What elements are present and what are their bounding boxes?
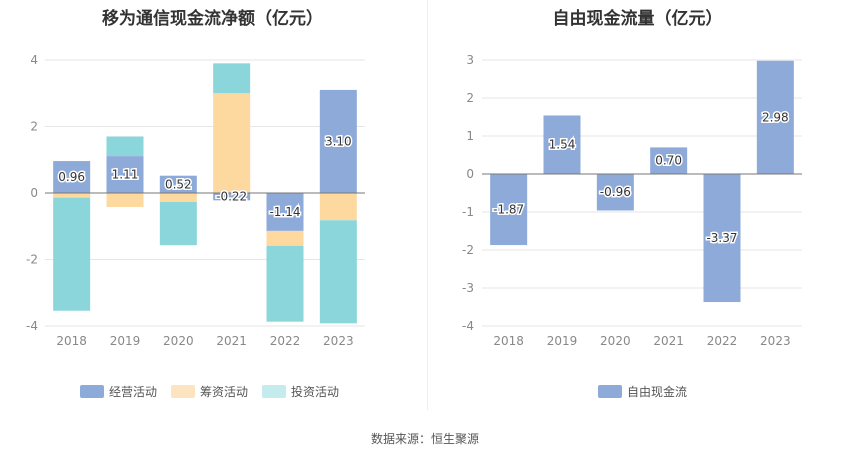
- data-label: -1.87: [493, 203, 524, 217]
- bar-segment: [106, 156, 144, 193]
- legend-label: 自由现金流: [627, 385, 688, 399]
- x-tick-label: 2020: [600, 334, 631, 348]
- bar-segment: [106, 136, 144, 157]
- bar: [703, 174, 741, 303]
- legend-item[interactable]: 自由现金流: [598, 383, 687, 400]
- data-label: 0.70: [655, 154, 682, 168]
- data-label: 2.98: [762, 110, 789, 124]
- x-tick-label: 2019: [547, 334, 578, 348]
- bar-segment: [319, 89, 357, 193]
- y-tick-label: -2: [462, 243, 474, 257]
- x-tick-label: 2023: [760, 334, 791, 348]
- bar: [596, 174, 634, 211]
- left-chart-title: 移为通信现金流净额（亿元）: [102, 9, 323, 29]
- x-tick-label: 2019: [110, 334, 141, 348]
- bar-segment: [53, 161, 91, 193]
- x-tick-label: 2023: [323, 334, 354, 348]
- y-tick-label: 2: [466, 91, 474, 105]
- y-tick-label: -1: [462, 205, 474, 219]
- bar-segment: [213, 193, 251, 201]
- bar-segment: [213, 63, 251, 94]
- y-tick-label: 0: [30, 186, 38, 200]
- bar-segment: [319, 193, 357, 221]
- legend-label: 投资活动: [291, 385, 340, 399]
- y-tick-label: 4: [30, 53, 38, 67]
- y-tick-label: -3: [462, 281, 474, 295]
- data-label: 1.54: [549, 138, 576, 152]
- data-label: -0.96: [600, 185, 631, 199]
- data-label: 1.11: [112, 168, 139, 182]
- right-chart-title: 自由现金流量（亿元）: [552, 9, 723, 29]
- data-label: -3.37: [706, 231, 737, 245]
- bar-segment: [53, 193, 91, 198]
- legend-item[interactable]: 投资活动: [262, 383, 339, 400]
- data-label: 3.10: [325, 134, 352, 148]
- y-tick-label: 0: [466, 167, 474, 181]
- legend-item[interactable]: 筹资活动: [171, 383, 248, 400]
- y-tick-label: -4: [26, 319, 38, 333]
- bar-segment: [106, 193, 144, 207]
- data-label: 0.52: [165, 177, 192, 191]
- data-label: 0.96: [58, 170, 85, 184]
- bar-segment: [213, 93, 251, 193]
- bar: [650, 147, 688, 174]
- x-tick-label: 2022: [707, 334, 738, 348]
- x-tick-label: 2018: [56, 334, 87, 348]
- y-tick-label: -2: [26, 253, 38, 267]
- bar: [490, 174, 528, 246]
- bar-segment: [159, 201, 197, 246]
- left-chart-legend: 经营活动 筹资活动 投资活动: [80, 383, 353, 400]
- legend-swatch: [598, 385, 622, 398]
- bar-segment: [53, 197, 91, 311]
- bar-segment: [266, 230, 304, 246]
- data-label: -0.22: [216, 190, 247, 204]
- legend-item[interactable]: 经营活动: [80, 383, 157, 400]
- data-source-note: 数据来源：恒生聚源: [370, 432, 479, 446]
- y-tick-label: 2: [30, 120, 38, 134]
- x-tick-label: 2018: [493, 334, 524, 348]
- y-tick-label: -4: [462, 319, 474, 333]
- x-tick-label: 2021: [653, 334, 684, 348]
- legend-label: 筹资活动: [200, 385, 249, 399]
- bar-segment: [319, 220, 357, 324]
- y-tick-label: 3: [466, 53, 474, 67]
- right-chart-legend: 自由现金流: [598, 383, 701, 400]
- bar-segment: [266, 245, 304, 322]
- legend-swatch: [262, 385, 287, 398]
- legend-label: 经营活动: [109, 385, 158, 399]
- y-tick-label: 1: [466, 129, 474, 143]
- bar: [543, 115, 581, 174]
- x-tick-label: 2020: [163, 334, 194, 348]
- bar-segment: [159, 175, 197, 193]
- cashflow-net-chart: 4 2 0 -2 -4 2018 2019 2020 2021 2022 2023 0.96 1.11 0…: [26, 53, 365, 348]
- x-tick-label: 2021: [216, 334, 247, 348]
- bar: [756, 60, 794, 175]
- bar-segment: [159, 193, 197, 202]
- legend-swatch: [171, 385, 196, 398]
- chart-divider: [427, 0, 428, 410]
- legend-swatch: [80, 385, 104, 398]
- x-tick-label: 2022: [270, 334, 301, 348]
- data-label: -1.14: [269, 205, 300, 219]
- bar-segment: [266, 193, 304, 231]
